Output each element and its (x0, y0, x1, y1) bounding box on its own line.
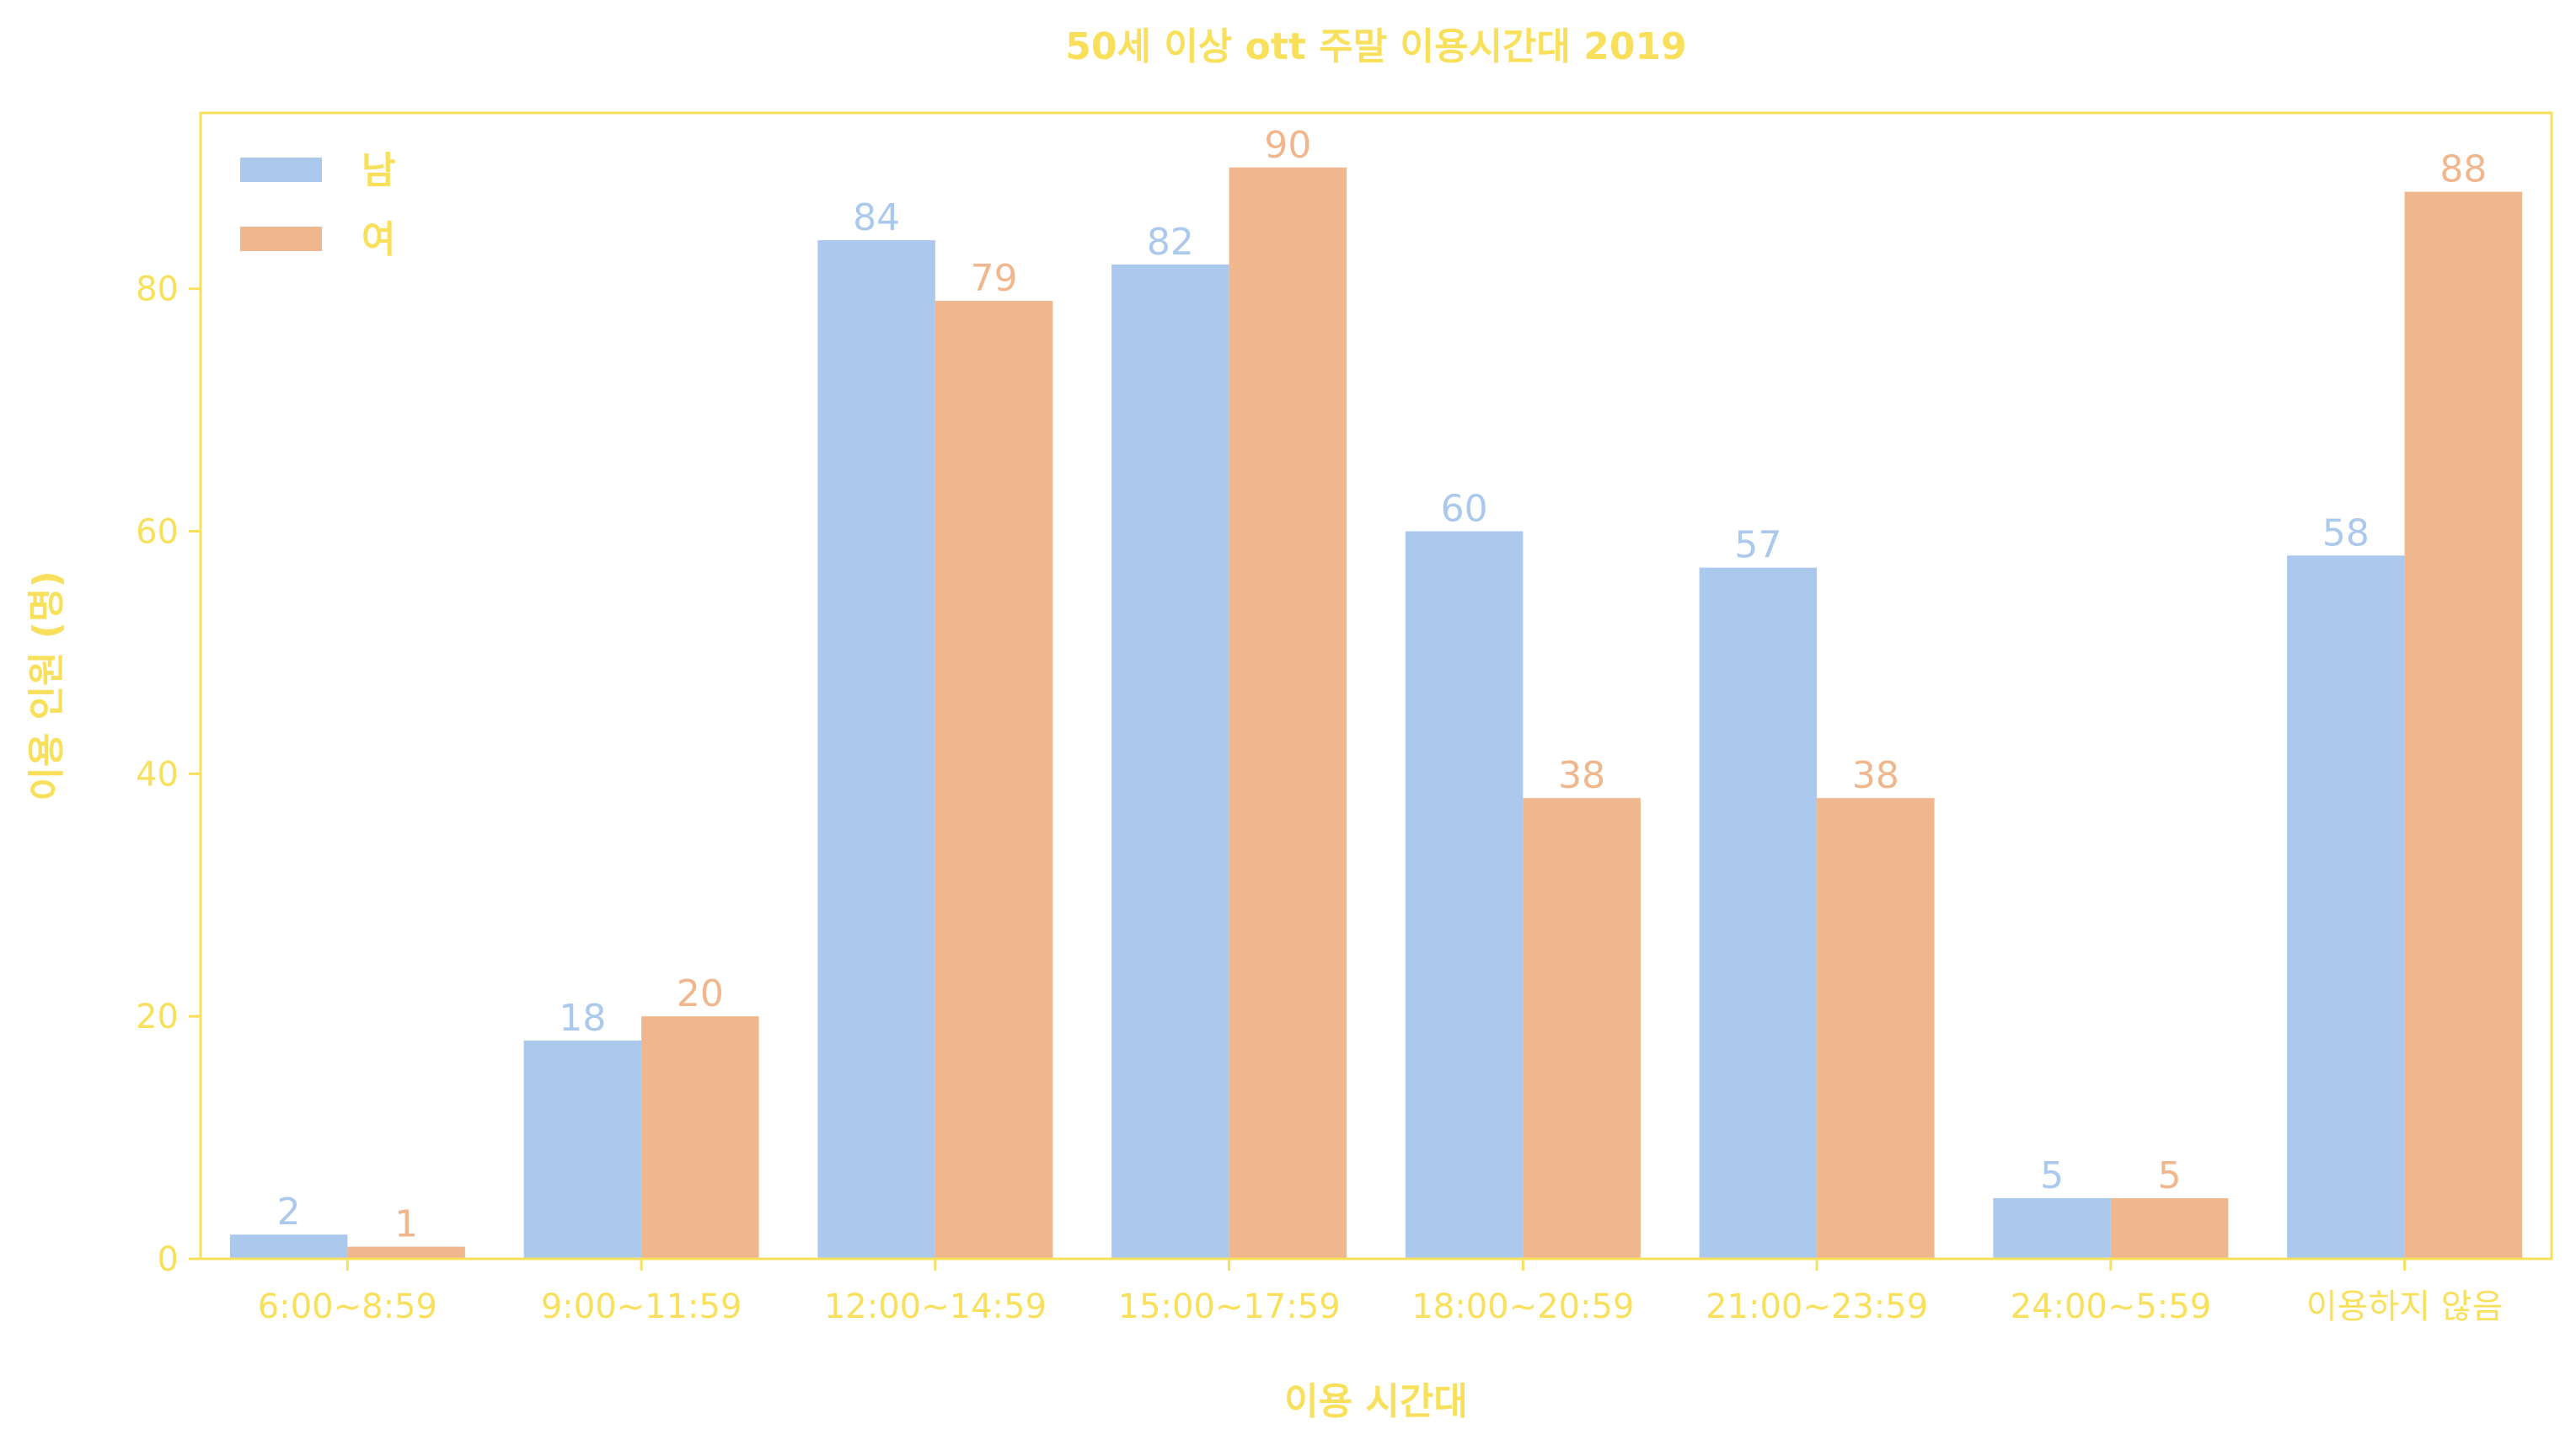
data-label-male-7: 58 (2322, 511, 2370, 554)
bar-female-5 (1817, 798, 1935, 1259)
legend-label-female: 여 (361, 218, 395, 261)
y-tick-label-3: 60 (136, 513, 179, 552)
legend-label-male: 남 (361, 149, 395, 192)
y-axis-label: 이용 인원 (명) (25, 570, 68, 800)
bar-male-5 (1699, 567, 1818, 1259)
x-tick-label-7: 이용하지 않음 (2306, 1287, 2504, 1326)
plot-frame (199, 111, 2553, 1261)
x-tick-label-4: 18:00~20:59 (1411, 1287, 1634, 1326)
x-tick-label-0: 6:00~8:59 (258, 1287, 437, 1326)
data-label-male-3: 82 (1147, 221, 1194, 264)
x-tick-label-5: 21:00~23:59 (1706, 1287, 1928, 1326)
data-label-male-1: 18 (559, 997, 606, 1040)
legend-swatch-female (240, 227, 322, 251)
data-label-female-6: 5 (2158, 1154, 2182, 1197)
bar-female-2 (935, 301, 1053, 1259)
legend: 남 여 (240, 149, 395, 261)
x-tick-label-2: 12:00~14:59 (824, 1287, 1047, 1326)
legend-swatch-male (240, 158, 322, 182)
bar-male-1 (523, 1040, 642, 1259)
data-label-male-0: 2 (277, 1191, 301, 1234)
bar-female-3 (1229, 167, 1347, 1259)
data-labels-layer: 2 18 84 82 60 57 5 58 1 20 79 90 38 38 5 88 (277, 124, 2488, 1246)
data-label-male-4: 60 (1441, 488, 1488, 531)
x-axis-label: 이용 시간대 (1284, 1380, 1468, 1423)
data-label-female-5: 38 (1852, 754, 1899, 797)
bar-female-4 (1523, 798, 1641, 1259)
bar-male-7 (2287, 555, 2405, 1259)
bars-layer (229, 167, 2523, 1260)
data-label-female-2: 79 (971, 257, 1018, 300)
y-tick-label-1: 20 (136, 998, 179, 1036)
bar-male-2 (817, 240, 935, 1260)
data-label-male-6: 5 (2040, 1154, 2064, 1197)
x-axis: 6:00~8:59 9:00~11:59 12:00~14:59 15:00~17:5… (258, 1259, 2504, 1326)
bar-male-4 (1405, 531, 1524, 1259)
bar-female-0 (347, 1246, 465, 1259)
bar-female-6 (2110, 1198, 2229, 1259)
bar-male-0 (229, 1234, 348, 1259)
y-axis: 0 20 40 60 80 (136, 270, 201, 1279)
x-tick-label-1: 9:00~11:59 (541, 1287, 742, 1326)
chart-title: 50세 이상 ott 주말 이용시간대 2019 (1065, 25, 1686, 68)
x-tick-label-3: 15:00~17:59 (1118, 1287, 1341, 1326)
data-label-female-4: 38 (1558, 754, 1605, 797)
data-label-male-5: 57 (1734, 524, 1781, 567)
data-label-female-1: 20 (677, 972, 724, 1015)
data-label-female-7: 88 (2439, 148, 2487, 191)
x-tick-label-6: 24:00~5:59 (2011, 1287, 2212, 1326)
y-tick-label-2: 40 (136, 755, 179, 794)
y-tick-label-4: 80 (136, 270, 179, 309)
bar-male-6 (1993, 1198, 2111, 1259)
bar-male-3 (1111, 264, 1229, 1259)
data-label-female-0: 1 (394, 1203, 418, 1246)
bar-female-1 (641, 1016, 759, 1259)
y-tick-label-0: 0 (158, 1240, 179, 1279)
bar-female-7 (2404, 191, 2523, 1260)
data-label-female-3: 90 (1264, 124, 1311, 167)
data-label-male-2: 84 (853, 196, 900, 239)
